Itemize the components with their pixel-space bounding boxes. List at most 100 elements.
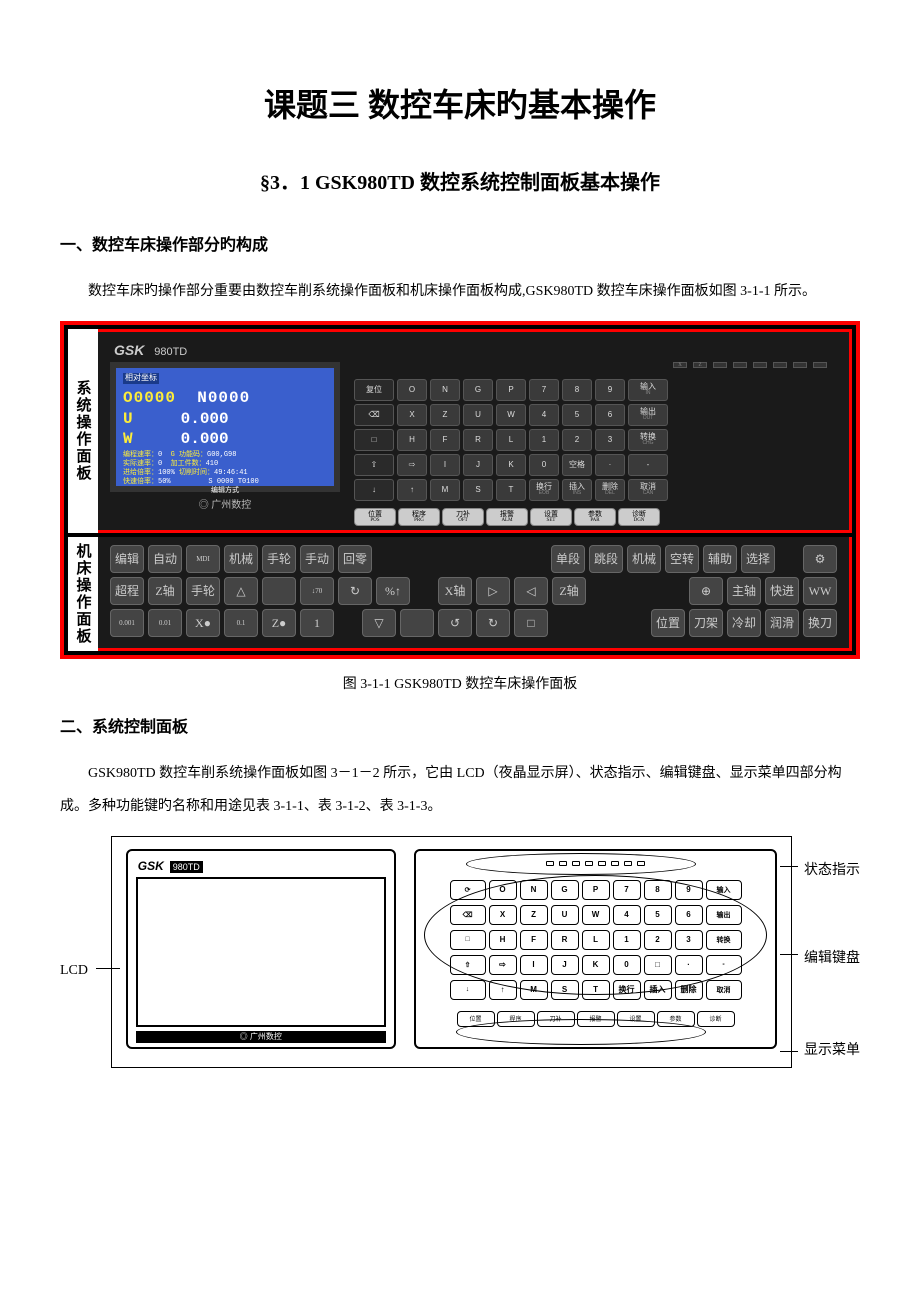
keypad-key[interactable]: I — [430, 454, 460, 476]
d2-key[interactable]: W — [582, 905, 610, 925]
d2-key[interactable]: 8 — [644, 880, 672, 900]
keypad-key[interactable]: - — [628, 454, 668, 476]
machine-key[interactable]: Z轴 — [148, 577, 182, 605]
d2-key[interactable]: G — [551, 880, 579, 900]
d2-menu-key[interactable]: 报警 — [577, 1011, 615, 1027]
machine-key[interactable] — [262, 577, 296, 605]
machine-key[interactable]: 0.001 — [110, 609, 144, 637]
machine-key[interactable]: ↺ — [438, 609, 472, 637]
machine-key[interactable]: 机械 — [224, 545, 258, 573]
keypad-key[interactable]: K — [496, 454, 526, 476]
d2-key[interactable]: 2 — [644, 930, 672, 950]
d2-key[interactable]: H — [489, 930, 517, 950]
d2-menu-key[interactable]: 设置 — [617, 1011, 655, 1027]
d2-key[interactable]: □ — [644, 955, 672, 975]
menu-key[interactable]: 参数PAR — [574, 508, 616, 526]
d2-key[interactable]: O — [489, 880, 517, 900]
machine-key[interactable]: 回零 — [338, 545, 372, 573]
machine-key[interactable]: 编辑 — [110, 545, 144, 573]
d2-key[interactable]: I — [520, 955, 548, 975]
d2-key[interactable]: L — [582, 930, 610, 950]
machine-key[interactable]: 刀架 — [689, 609, 723, 637]
machine-key[interactable]: WW — [803, 577, 837, 605]
d2-key[interactable]: 9 — [675, 880, 703, 900]
d2-key[interactable]: U — [551, 905, 579, 925]
machine-key[interactable]: ◁ — [514, 577, 548, 605]
keypad-key[interactable]: L — [496, 429, 526, 451]
keypad-key[interactable]: X — [397, 404, 427, 426]
keypad-key[interactable]: F — [430, 429, 460, 451]
keypad-key[interactable]: 2 — [562, 429, 592, 451]
d2-key[interactable]: X — [489, 905, 517, 925]
d2-menu-key[interactable]: 程序 — [497, 1011, 535, 1027]
keypad-key[interactable]: H — [397, 429, 427, 451]
keypad-key[interactable]: ↑ — [397, 479, 427, 501]
machine-key[interactable]: 润滑 — [765, 609, 799, 637]
menu-key[interactable]: 诊断DGN — [618, 508, 660, 526]
keypad-key[interactable]: S — [463, 479, 493, 501]
machine-key[interactable]: 0.1 — [224, 609, 258, 637]
d2-key[interactable]: ⇧ — [450, 955, 486, 975]
machine-key[interactable]: 1 — [300, 609, 334, 637]
machine-key[interactable]: 主轴 — [727, 577, 761, 605]
keypad-key[interactable]: ⇨ — [397, 454, 427, 476]
machine-key[interactable]: ↻ — [476, 609, 510, 637]
machine-key[interactable]: 0.01 — [148, 609, 182, 637]
menu-key[interactable]: 程序PRG — [398, 508, 440, 526]
d2-key[interactable]: 6 — [675, 905, 703, 925]
machine-key[interactable]: 手轮 — [262, 545, 296, 573]
d2-key[interactable]: ⇨ — [489, 955, 517, 975]
d2-key[interactable]: R — [551, 930, 579, 950]
keypad-key[interactable]: 删除DEL — [595, 479, 625, 501]
d2-menu-key[interactable]: 刀补 — [537, 1011, 575, 1027]
menu-key[interactable]: 设置SET — [530, 508, 572, 526]
d2-menu-key[interactable]: 位置 — [457, 1011, 495, 1027]
keypad-key[interactable]: 4 — [529, 404, 559, 426]
keypad-key[interactable]: 1 — [529, 429, 559, 451]
machine-key[interactable]: ⊕ — [689, 577, 723, 605]
d2-key[interactable]: □ — [450, 930, 486, 950]
keypad-key[interactable]: · — [595, 454, 625, 476]
keypad-key[interactable]: P — [496, 379, 526, 401]
machine-key[interactable]: X● — [186, 609, 220, 637]
keypad-key[interactable]: Z — [430, 404, 460, 426]
keypad-key[interactable]: 9 — [595, 379, 625, 401]
machine-key[interactable]: 空转 — [665, 545, 699, 573]
menu-key[interactable]: 刀补OFT — [442, 508, 484, 526]
d2-key[interactable]: 0 — [613, 955, 641, 975]
machine-key[interactable]: 选择 — [741, 545, 775, 573]
machine-key[interactable]: 手轮 — [186, 577, 220, 605]
menu-key[interactable]: 报警ALM — [486, 508, 528, 526]
keypad-key[interactable]: 换行EOB — [529, 479, 559, 501]
d2-key[interactable]: T — [582, 980, 610, 1000]
d2-key[interactable]: 3 — [675, 930, 703, 950]
keypad-key[interactable]: 复位 — [354, 379, 394, 401]
machine-key[interactable]: ⚙ — [803, 545, 837, 573]
machine-key[interactable]: ↓70 — [300, 577, 334, 605]
d2-key[interactable]: J — [551, 955, 579, 975]
machine-key[interactable]: 换刀 — [803, 609, 837, 637]
d2-key[interactable]: ↑ — [489, 980, 517, 1000]
d2-key[interactable]: ↓ — [450, 980, 486, 1000]
machine-key[interactable]: △ — [224, 577, 258, 605]
keypad-key[interactable]: O — [397, 379, 427, 401]
machine-key[interactable]: 机械 — [627, 545, 661, 573]
machine-key[interactable]: □ — [514, 609, 548, 637]
keypad-key[interactable]: 6 — [595, 404, 625, 426]
keypad-key[interactable]: 输出OUT — [628, 404, 668, 426]
keypad-key[interactable]: U — [463, 404, 493, 426]
d2-key[interactable]: 5 — [644, 905, 672, 925]
keypad-key[interactable]: ⇧ — [354, 454, 394, 476]
machine-key[interactable]: %↑ — [376, 577, 410, 605]
keypad-key[interactable]: 转换CHG — [628, 429, 668, 451]
keypad-key[interactable]: 取消CAN — [628, 479, 668, 501]
d2-key[interactable]: Z — [520, 905, 548, 925]
keypad-key[interactable]: ↓ — [354, 479, 394, 501]
d2-key[interactable]: 7 — [613, 880, 641, 900]
d2-key[interactable]: ⌫ — [450, 905, 486, 925]
machine-key[interactable]: 超程 — [110, 577, 144, 605]
machine-key[interactable]: Z● — [262, 609, 296, 637]
keypad-key[interactable]: W — [496, 404, 526, 426]
keypad-key[interactable]: R — [463, 429, 493, 451]
machine-key[interactable]: Z轴 — [552, 577, 586, 605]
